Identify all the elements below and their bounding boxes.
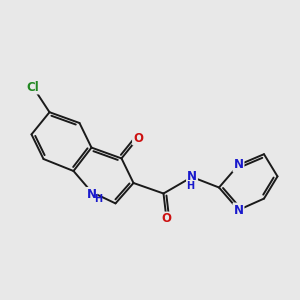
- Text: N: N: [187, 170, 197, 184]
- Text: H: H: [94, 194, 102, 205]
- Text: N: N: [233, 203, 244, 217]
- Text: N: N: [233, 158, 244, 172]
- Text: O: O: [161, 212, 172, 226]
- Text: O: O: [133, 131, 143, 145]
- Text: Cl: Cl: [27, 80, 39, 94]
- Text: N: N: [86, 188, 97, 201]
- Text: H: H: [186, 181, 195, 191]
